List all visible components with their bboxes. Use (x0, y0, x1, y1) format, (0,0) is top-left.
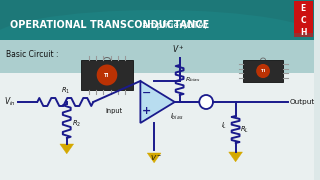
Text: TI: TI (261, 69, 265, 73)
Polygon shape (60, 144, 74, 154)
Text: Basic Circuit :: Basic Circuit : (6, 50, 58, 59)
Text: TI: TI (104, 73, 110, 78)
Text: $R_{bias}$: $R_{bias}$ (185, 76, 200, 84)
FancyBboxPatch shape (0, 40, 314, 180)
Text: C: C (300, 15, 306, 24)
Text: $R_1$: $R_1$ (61, 86, 70, 96)
FancyBboxPatch shape (0, 0, 314, 40)
Text: $I_L$: $I_L$ (221, 121, 228, 131)
Text: OPERATIONAL TRANSCONDUCTANCE: OPERATIONAL TRANSCONDUCTANCE (10, 20, 209, 30)
Circle shape (256, 64, 270, 78)
Polygon shape (147, 153, 161, 163)
Ellipse shape (0, 10, 320, 70)
Text: +: + (142, 106, 151, 116)
Text: $V^+$: $V^+$ (172, 43, 185, 55)
Circle shape (199, 95, 213, 109)
Text: Input: Input (105, 108, 123, 114)
Text: H: H (300, 28, 307, 37)
Polygon shape (140, 81, 175, 123)
Text: $V_{in}$: $V_{in}$ (4, 96, 16, 108)
Text: Output: Output (290, 99, 315, 105)
FancyBboxPatch shape (293, 1, 313, 37)
Text: amplifier(OTA): amplifier(OTA) (10, 21, 207, 30)
Text: $V^-$: $V^-$ (150, 153, 162, 162)
Text: E: E (301, 3, 306, 12)
Text: $I_{bias}$: $I_{bias}$ (170, 112, 183, 122)
Text: $R_L$: $R_L$ (240, 125, 248, 135)
Text: −: − (141, 88, 151, 98)
FancyBboxPatch shape (0, 33, 319, 73)
Circle shape (97, 64, 117, 86)
FancyBboxPatch shape (82, 60, 132, 90)
Text: $R_2$: $R_2$ (72, 119, 81, 129)
FancyBboxPatch shape (244, 60, 283, 82)
Polygon shape (229, 152, 243, 162)
